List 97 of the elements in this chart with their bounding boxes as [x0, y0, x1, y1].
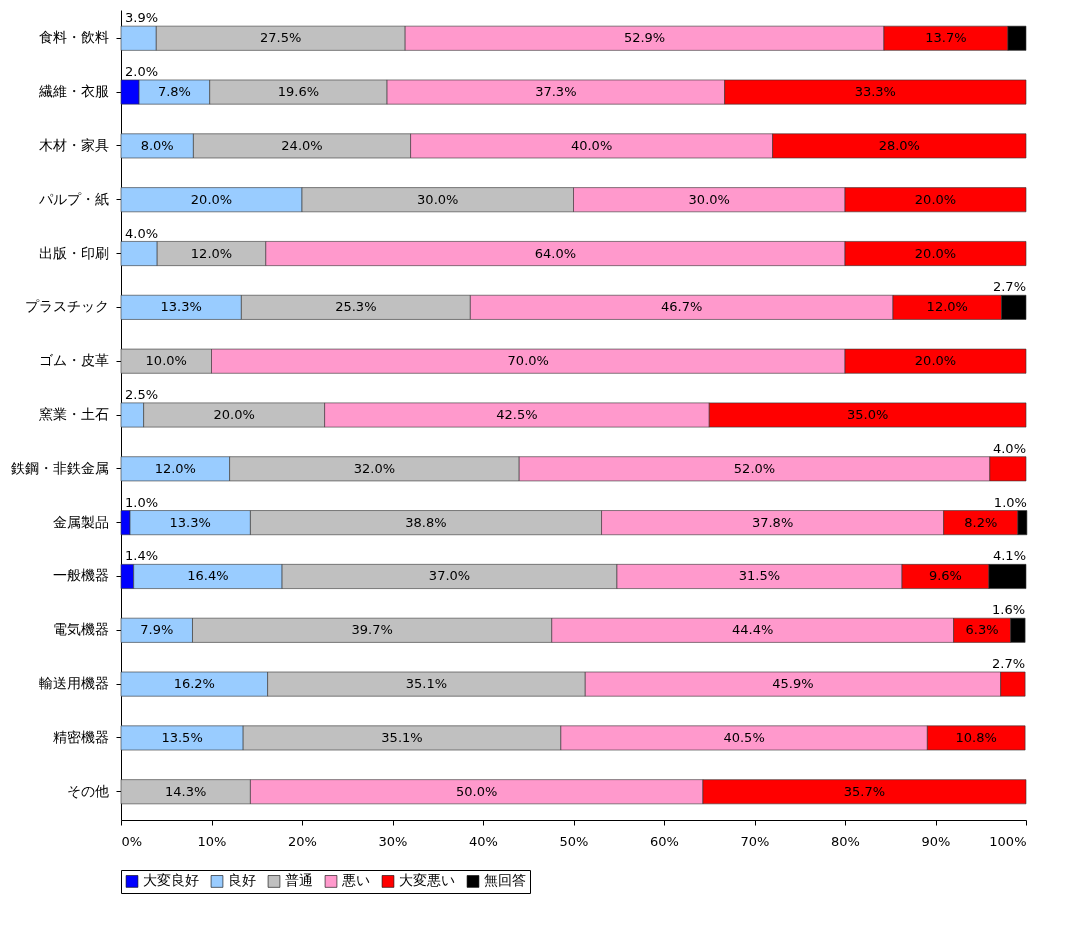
data-label: 2.5% [125, 387, 159, 402]
legend-label: 大変良好 [143, 872, 199, 889]
data-label: 30.0% [688, 191, 730, 207]
y-tick-label: 金属製品 [52, 513, 109, 530]
y-tick-label: プラスチック [24, 298, 109, 315]
data-label: 35.1% [405, 676, 448, 692]
data-label: 27.5% [260, 30, 302, 46]
data-label: 37.0% [428, 568, 471, 584]
data-label: 4.0% [125, 225, 159, 241]
legend-label: 普通 [285, 872, 313, 889]
data-label: 50.0% [456, 783, 498, 799]
data-label: 6.3% [965, 622, 999, 638]
data-label: 46.7% [660, 299, 703, 315]
data-label: 52.9% [623, 30, 666, 46]
x-tick-label: 20% [288, 833, 317, 849]
y-tick-label: 鉄鋼・非鉄金属 [10, 459, 109, 476]
data-label: 19.6% [277, 84, 320, 100]
y-tick-label: 食料・飲料 [38, 29, 109, 46]
data-label: 7.8% [157, 84, 191, 100]
legend-label: 良好 [228, 872, 256, 889]
data-label: 13.5% [161, 729, 203, 745]
data-label: 1.6% [992, 602, 1026, 618]
y-tick-label: 電気機器 [52, 621, 109, 638]
data-label: 45.9% [772, 676, 814, 692]
data-label: 14.3% [165, 783, 207, 799]
data-label: 2.0% [125, 64, 159, 80]
data-label: 28.0% [878, 137, 920, 153]
data-label: 8.2% [964, 514, 998, 530]
data-label: 40.0% [570, 137, 613, 153]
data-label: 12.0% [926, 299, 968, 315]
y-tick-label: 出版・印刷 [38, 244, 109, 261]
x-tick-label: 40% [469, 833, 498, 849]
data-label: 8.0% [140, 137, 174, 153]
data-label: 31.5% [738, 568, 781, 584]
data-label: 20.0% [914, 353, 957, 369]
data-label: 52.0% [733, 460, 776, 476]
x-tick-label: 60% [650, 833, 679, 849]
legend-label: 悪い [341, 872, 370, 889]
data-label: 4.0% [992, 440, 1026, 456]
data-label: 44.4% [732, 622, 774, 638]
data-label: 2.7% [992, 656, 1026, 672]
x-tick-label: 50% [559, 833, 589, 849]
data-label: 20.0% [190, 191, 233, 207]
data-label: 10.0% [145, 353, 187, 369]
data-label: 35.7% [843, 783, 886, 799]
data-label: 1.0% [993, 494, 1027, 510]
data-label: 64.0% [534, 245, 577, 261]
data-label: 20.0% [213, 407, 255, 422]
data-label: 40.5% [723, 729, 765, 745]
y-tick-label: 窯業・土石 [38, 406, 109, 422]
y-tick-label: 繊維・衣服 [37, 83, 109, 100]
data-label: 13.3% [169, 514, 211, 530]
data-label: 13.3% [160, 299, 202, 315]
data-label: 12.0% [154, 460, 196, 476]
data-label: 3.9% [125, 10, 159, 26]
data-label: 4.1% [992, 548, 1026, 564]
data-label: 12.0% [190, 245, 233, 261]
data-label: 16.4% [187, 568, 229, 584]
data-label: 38.8% [405, 514, 447, 530]
data-label: 25.3% [335, 299, 377, 315]
data-label: 16.2% [173, 676, 215, 692]
y-tick-label: その他 [66, 782, 109, 799]
x-tick-label: 100% [989, 833, 1027, 849]
x-tick-label: 90% [921, 833, 951, 849]
data-label: 20.0% [914, 245, 957, 261]
data-label: 35.1% [381, 729, 423, 745]
data-label: 35.0% [846, 407, 889, 422]
data-label: 10.8% [955, 729, 997, 745]
y-tick-label: 輸送用機器 [38, 675, 109, 692]
data-label: 39.7% [351, 622, 393, 638]
data-label: 42.5% [496, 407, 538, 422]
data-label: 20.0% [914, 191, 957, 207]
data-label: 2.7% [992, 279, 1026, 295]
data-label: 9.6% [928, 568, 962, 584]
data-label: 33.3% [854, 84, 896, 100]
data-label: 1.0% [125, 494, 159, 510]
legend-label: 大変悪い [399, 872, 455, 889]
data-label: 24.0% [281, 137, 323, 153]
y-tick-label: 木材・家具 [38, 136, 109, 153]
x-tick-label: 70% [740, 833, 770, 849]
y-tick-label: ゴム・皮革 [38, 352, 109, 369]
legend-label: 無回答 [484, 872, 526, 889]
data-label: 30.0% [417, 191, 459, 207]
x-tick-label: 30% [378, 833, 408, 849]
y-tick-label: 一般機器 [52, 567, 109, 584]
y-tick-label: パルプ・紙 [37, 190, 109, 207]
data-label: 13.7% [925, 30, 967, 46]
x-tick-label: 0% [121, 833, 143, 849]
data-label: 37.3% [535, 84, 577, 100]
x-tick-label: 10% [197, 833, 227, 849]
x-tick-label: 80% [831, 833, 860, 849]
data-label: 7.9% [140, 622, 174, 638]
data-label: 1.4% [125, 548, 159, 564]
data-label: 70.0% [507, 353, 549, 369]
data-label: 32.0% [353, 460, 396, 476]
y-tick-label: 精密機器 [52, 728, 109, 745]
data-label: 37.8% [751, 514, 794, 530]
